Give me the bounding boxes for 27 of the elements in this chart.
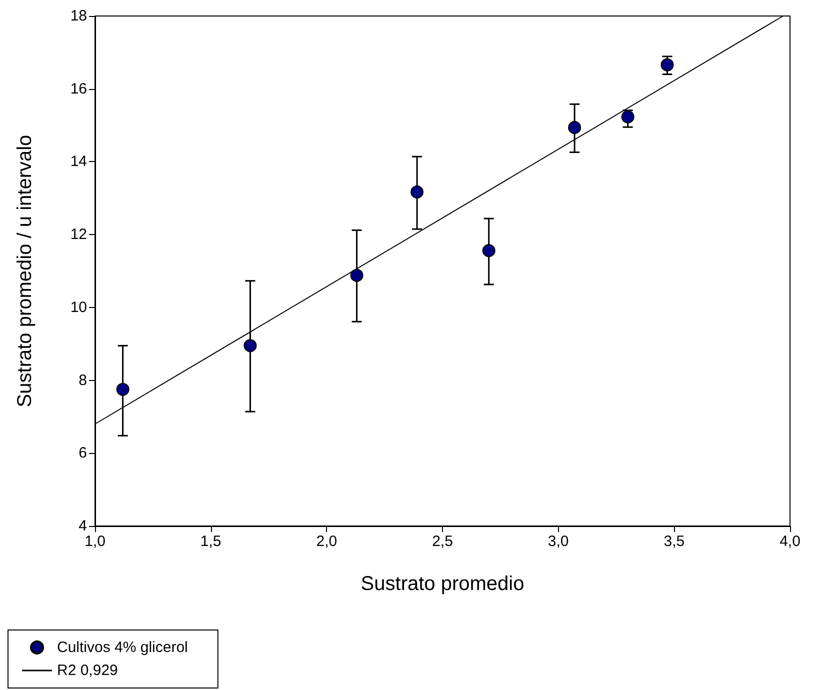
y-tick-label: 4 [78, 518, 87, 534]
x-tick-label: 1,5 [200, 533, 222, 550]
y-tick-label: 8 [78, 372, 87, 389]
x-tick-label: 2,5 [432, 533, 453, 550]
y-axis-title: Sustrato promedio / u intervalo [14, 134, 36, 408]
x-tick-label: 2,0 [316, 533, 338, 550]
point [410, 185, 424, 198]
y-tick-label: 12 [70, 226, 87, 244]
point [660, 58, 674, 72]
point [116, 382, 130, 396]
legend-label: Cultivos 4% glicerol [57, 639, 188, 656]
y-tick-label: 14 [70, 153, 87, 170]
point [621, 110, 634, 124]
point [482, 244, 496, 258]
y-tick-label: 10 [70, 298, 87, 316]
point [244, 339, 257, 352]
x-tick-label: 1,0 [84, 533, 106, 550]
y-tick-label: 16 [70, 80, 87, 98]
point [350, 268, 364, 282]
x-axis-title: Sustrato promedio [360, 573, 524, 595]
point [568, 120, 582, 134]
y-tick-label: 6 [78, 444, 87, 462]
x-tick-label: 4,0 [780, 533, 800, 550]
x-tick-label: 3,0 [548, 533, 569, 550]
x-tick-label: 3,5 [664, 533, 685, 550]
y-tick-label: 18 [70, 8, 87, 24]
legend-label: R2 0,929 [57, 662, 118, 679]
